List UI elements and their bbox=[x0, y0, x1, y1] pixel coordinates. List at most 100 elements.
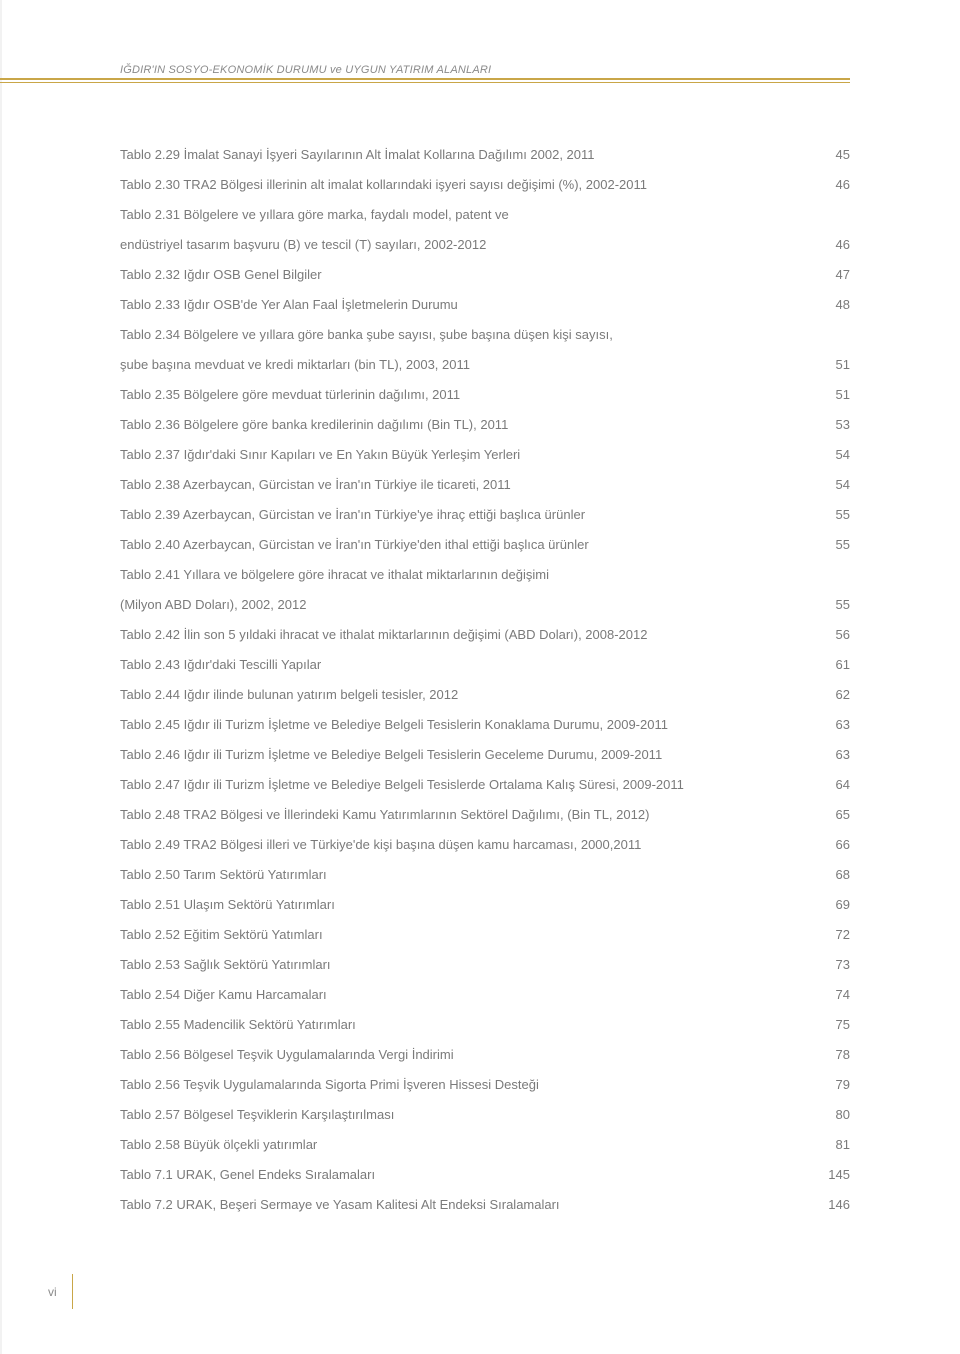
toc-entry: Tablo 2.42 İlin son 5 yıldaki ihracat ve… bbox=[120, 620, 850, 650]
toc-entry-label: Tablo 7.1 URAK, Genel Endeks Sıralamalar… bbox=[120, 1160, 375, 1190]
toc-entry: Tablo 2.41 Yıllara ve bölgelere göre ihr… bbox=[120, 560, 850, 590]
toc-entry: Tablo 7.2 URAK, Beşeri Sermaye ve Yasam … bbox=[120, 1190, 850, 1220]
toc-entry: şube başına mevduat ve kredi miktarları … bbox=[120, 350, 850, 380]
toc-entry-page: 78 bbox=[836, 1040, 850, 1070]
toc-entry-label: Tablo 2.47 Iğdır ili Turizm İşletme ve B… bbox=[120, 770, 684, 800]
toc-entry-page: 55 bbox=[836, 530, 850, 560]
toc-entry: Tablo 2.38 Azerbaycan, Gürcistan ve İran… bbox=[120, 470, 850, 500]
toc-entry-page: 81 bbox=[836, 1130, 850, 1160]
toc-entry: Tablo 2.29 İmalat Sanayi İşyeri Sayıları… bbox=[120, 140, 850, 170]
toc-entry-label: Tablo 7.2 URAK, Beşeri Sermaye ve Yasam … bbox=[120, 1190, 560, 1220]
toc-entry-label: Tablo 2.50 Tarım Sektörü Yatırımları bbox=[120, 860, 327, 890]
toc-entry: Tablo 2.36 Bölgelere göre banka krediler… bbox=[120, 410, 850, 440]
toc-entry: Tablo 2.30 TRA2 Bölgesi illerinin alt im… bbox=[120, 170, 850, 200]
toc-entry: Tablo 2.58 Büyük ölçekli yatırımlar 81 bbox=[120, 1130, 850, 1160]
header-rule-thick bbox=[0, 78, 850, 80]
toc-entry-label: Tablo 2.31 Bölgelere ve yıllara göre mar… bbox=[120, 200, 509, 230]
toc-entry: Tablo 2.39 Azerbaycan, Gürcistan ve İran… bbox=[120, 500, 850, 530]
toc-entry-label: Tablo 2.45 Iğdır ili Turizm İşletme ve B… bbox=[120, 710, 668, 740]
toc-entry: Tablo 2.33 Iğdır OSB'de Yer Alan Faal İş… bbox=[120, 290, 850, 320]
toc-entry-label: Tablo 2.41 Yıllara ve bölgelere göre ihr… bbox=[120, 560, 549, 590]
toc-entry-page: 61 bbox=[836, 650, 850, 680]
toc-entry: Tablo 2.57 Bölgesel Teşviklerin Karşılaş… bbox=[120, 1100, 850, 1130]
toc-entry-page: 145 bbox=[828, 1160, 850, 1190]
toc-entry: Tablo 2.35 Bölgelere göre mevduat türler… bbox=[120, 380, 850, 410]
toc-entry-page: 75 bbox=[836, 1010, 850, 1040]
toc-entry: (Milyon ABD Doları), 2002, 2012 55 bbox=[120, 590, 850, 620]
toc-entry-page: 45 bbox=[836, 140, 850, 170]
toc-entry-label: Tablo 2.34 Bölgelere ve yıllara göre ban… bbox=[120, 320, 613, 350]
toc-entry: Tablo 2.34 Bölgelere ve yıllara göre ban… bbox=[120, 320, 850, 350]
toc-entry-page: 79 bbox=[836, 1070, 850, 1100]
toc-entry: Tablo 2.44 Iğdır ilinde bulunan yatırım … bbox=[120, 680, 850, 710]
toc-entry-page: 46 bbox=[836, 170, 850, 200]
toc-entry-page: 73 bbox=[836, 950, 850, 980]
toc-entry-label: Tablo 2.32 Iğdır OSB Genel Bilgiler bbox=[120, 260, 322, 290]
toc-entry-page: 80 bbox=[836, 1100, 850, 1130]
toc-entry-label: Tablo 2.44 Iğdır ilinde bulunan yatırım … bbox=[120, 680, 458, 710]
toc-entry-page: 64 bbox=[836, 770, 850, 800]
toc-entry-page: 47 bbox=[836, 260, 850, 290]
toc-entry-page: 74 bbox=[836, 980, 850, 1010]
toc-entry-page: 55 bbox=[836, 500, 850, 530]
toc-entry-label: Tablo 2.38 Azerbaycan, Gürcistan ve İran… bbox=[120, 470, 511, 500]
toc-entry-page: 55 bbox=[836, 590, 850, 620]
toc-entry: Tablo 2.47 Iğdır ili Turizm İşletme ve B… bbox=[120, 770, 850, 800]
toc-entry-label: Tablo 2.30 TRA2 Bölgesi illerinin alt im… bbox=[120, 170, 647, 200]
left-edge-rule bbox=[0, 0, 2, 1354]
toc-entry: Tablo 2.56 Teşvik Uygulamalarında Sigort… bbox=[120, 1070, 850, 1100]
toc-entry-label: Tablo 2.54 Diğer Kamu Harcamaları bbox=[120, 980, 327, 1010]
toc-entry-label: Tablo 2.36 Bölgelere göre banka krediler… bbox=[120, 410, 508, 440]
toc-entry-label: Tablo 2.55 Madencilik Sektörü Yatırımlar… bbox=[120, 1010, 356, 1040]
toc-entry-label: Tablo 2.39 Azerbaycan, Gürcistan ve İran… bbox=[120, 500, 585, 530]
toc-entry: Tablo 2.48 TRA2 Bölgesi ve İllerindeki K… bbox=[120, 800, 850, 830]
toc-entry: Tablo 2.51 Ulaşım Sektörü Yatırımları 69 bbox=[120, 890, 850, 920]
toc-entry: Tablo 2.43 Iğdır'daki Tescilli Yapılar 61 bbox=[120, 650, 850, 680]
toc-entry: Tablo 2.56 Bölgesel Teşvik Uygulamaların… bbox=[120, 1040, 850, 1070]
toc-entry-label: Tablo 2.53 Sağlık Sektörü Yatırımları bbox=[120, 950, 331, 980]
document-page: IĞDIR'IN SOSYO-EKONOMİK DURUMU ve UYGUN … bbox=[0, 0, 960, 1354]
toc-entry-label: Tablo 2.43 Iğdır'daki Tescilli Yapılar bbox=[120, 650, 321, 680]
toc-entry-label: Tablo 2.33 Iğdır OSB'de Yer Alan Faal İş… bbox=[120, 290, 458, 320]
toc-entry-label: Tablo 2.42 İlin son 5 yıldaki ihracat ve… bbox=[120, 620, 647, 650]
toc-entry: Tablo 2.55 Madencilik Sektörü Yatırımlar… bbox=[120, 1010, 850, 1040]
toc-entry: Tablo 2.52 Eğitim Sektörü Yatımları72 bbox=[120, 920, 850, 950]
toc-entry-page: 56 bbox=[836, 620, 850, 650]
toc-entry-page: 54 bbox=[836, 440, 850, 470]
toc-entry-page: 146 bbox=[828, 1190, 850, 1220]
running-header: IĞDIR'IN SOSYO-EKONOMİK DURUMU ve UYGUN … bbox=[120, 64, 491, 76]
toc-entry-label: endüstriyel tasarım başvuru (B) ve tesci… bbox=[120, 230, 486, 260]
toc-entry-label: Tablo 2.57 Bölgesel Teşviklerin Karşılaş… bbox=[120, 1100, 394, 1130]
toc-entry: Tablo 7.1 URAK, Genel Endeks Sıralamalar… bbox=[120, 1160, 850, 1190]
header-rule-thin bbox=[0, 82, 850, 83]
toc-entry: endüstriyel tasarım başvuru (B) ve tesci… bbox=[120, 230, 850, 260]
toc-entry-label: Tablo 2.49 TRA2 Bölgesi illeri ve Türkiy… bbox=[120, 830, 641, 860]
toc-entry: Tablo 2.40 Azerbaycan, Gürcistan ve İran… bbox=[120, 530, 850, 560]
toc-entry: Tablo 2.46 Iğdır ili Turizm İşletme ve B… bbox=[120, 740, 850, 770]
toc-entry-page: 69 bbox=[836, 890, 850, 920]
toc-entry-page: 46 bbox=[836, 230, 850, 260]
toc-entry: Tablo 2.53 Sağlık Sektörü Yatırımları 73 bbox=[120, 950, 850, 980]
toc-entry-label: Tablo 2.46 Iğdır ili Turizm İşletme ve B… bbox=[120, 740, 662, 770]
toc-entry-page: 51 bbox=[836, 380, 850, 410]
toc-entry: Tablo 2.31 Bölgelere ve yıllara göre mar… bbox=[120, 200, 850, 230]
toc-entry-page: 65 bbox=[836, 800, 850, 830]
toc-entry: Tablo 2.54 Diğer Kamu Harcamaları 74 bbox=[120, 980, 850, 1010]
toc-entry-page: 48 bbox=[836, 290, 850, 320]
toc-entry-label: Tablo 2.35 Bölgelere göre mevduat türler… bbox=[120, 380, 460, 410]
page-number-rule bbox=[72, 1274, 73, 1309]
toc-entry: Tablo 2.45 Iğdır ili Turizm İşletme ve B… bbox=[120, 710, 850, 740]
toc-entry-label: Tablo 2.37 Iğdır'daki Sınır Kapıları ve … bbox=[120, 440, 520, 470]
toc-entry-label: şube başına mevduat ve kredi miktarları … bbox=[120, 350, 470, 380]
toc-entry-label: Tablo 2.51 Ulaşım Sektörü Yatırımları bbox=[120, 890, 335, 920]
toc-entry-page: 62 bbox=[836, 680, 850, 710]
toc-entry-label: Tablo 2.56 Teşvik Uygulamalarında Sigort… bbox=[120, 1070, 539, 1100]
toc-entry-label: Tablo 2.48 TRA2 Bölgesi ve İllerindeki K… bbox=[120, 800, 649, 830]
toc-entry-label: (Milyon ABD Doları), 2002, 2012 bbox=[120, 590, 306, 620]
toc-entry-label: Tablo 2.58 Büyük ölçekli yatırımlar bbox=[120, 1130, 317, 1160]
toc-entry-label: Tablo 2.40 Azerbaycan, Gürcistan ve İran… bbox=[120, 530, 589, 560]
toc-entry-page: 51 bbox=[836, 350, 850, 380]
toc-entry-label: Tablo 2.56 Bölgesel Teşvik Uygulamaların… bbox=[120, 1040, 454, 1070]
toc-entry: Tablo 2.49 TRA2 Bölgesi illeri ve Türkiy… bbox=[120, 830, 850, 860]
toc-entry: Tablo 2.50 Tarım Sektörü Yatırımları68 bbox=[120, 860, 850, 890]
